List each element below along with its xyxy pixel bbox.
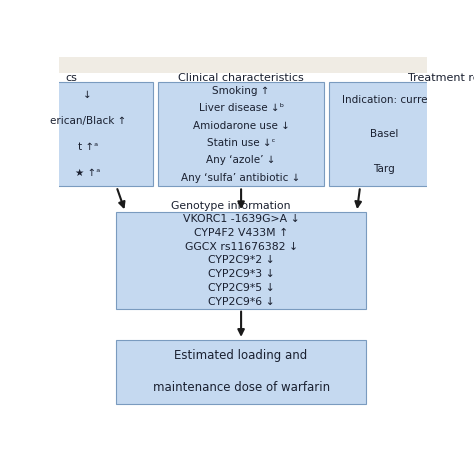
Text: Estimated loading and: Estimated loading and — [174, 349, 308, 362]
Text: Any ‘sulfa’ antibiotic ↓: Any ‘sulfa’ antibiotic ↓ — [182, 173, 301, 183]
Bar — [158, 82, 324, 186]
Text: Statin use ↓ᶜ: Statin use ↓ᶜ — [207, 138, 275, 148]
Text: Basel: Basel — [370, 129, 399, 139]
Text: maintenance dose of warfarin: maintenance dose of warfarin — [153, 381, 329, 394]
Text: Amiodarone use ↓: Amiodarone use ↓ — [192, 121, 290, 131]
Bar — [329, 82, 439, 186]
Text: Any ‘azole’ ↓: Any ‘azole’ ↓ — [206, 155, 276, 165]
Text: cs: cs — [66, 73, 78, 83]
Text: CYP2C9*6 ↓: CYP2C9*6 ↓ — [208, 297, 274, 307]
Text: Indication: curre: Indication: curre — [342, 95, 427, 105]
Text: Clinical characteristics: Clinical characteristics — [178, 73, 304, 83]
Text: CYP2C9*2 ↓: CYP2C9*2 ↓ — [208, 255, 274, 265]
Bar — [116, 212, 366, 309]
Text: CYP4F2 V433M ↑: CYP4F2 V433M ↑ — [194, 228, 288, 238]
Text: VKORC1 -1639G>A ↓: VKORC1 -1639G>A ↓ — [182, 214, 300, 224]
Text: CYP2C9*5 ↓: CYP2C9*5 ↓ — [208, 283, 274, 293]
Text: Treatment related: Treatment related — [408, 73, 474, 83]
Bar — [116, 340, 366, 404]
Text: erican/Black ↑: erican/Black ↑ — [49, 117, 126, 127]
Text: Smoking ↑: Smoking ↑ — [212, 86, 270, 96]
Text: Targ: Targ — [374, 164, 395, 174]
Bar — [59, 57, 427, 73]
Text: t ↑ᵃ: t ↑ᵃ — [78, 143, 98, 153]
Text: Liver disease ↓ᵇ: Liver disease ↓ᵇ — [199, 103, 283, 113]
Text: ★ ↑ᵃ: ★ ↑ᵃ — [75, 168, 100, 178]
Text: Genotype information: Genotype information — [171, 201, 291, 211]
Text: GGCX rs11676382 ↓: GGCX rs11676382 ↓ — [184, 242, 298, 252]
Text: CYP2C9*3 ↓: CYP2C9*3 ↓ — [208, 269, 274, 279]
Text: ↓: ↓ — [83, 91, 92, 100]
Bar — [22, 82, 153, 186]
